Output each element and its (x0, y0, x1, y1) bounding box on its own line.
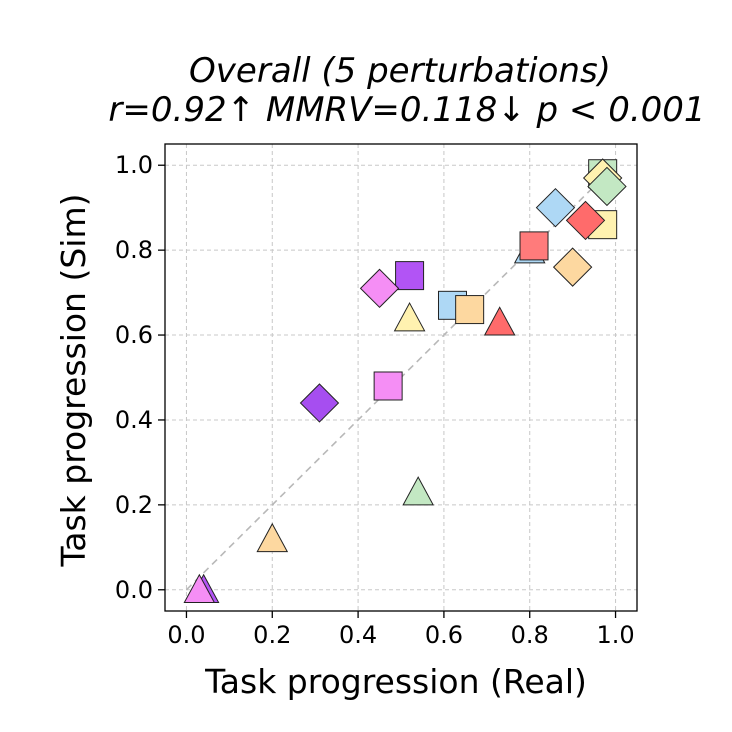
x-tick-label: 0.2 (253, 621, 291, 649)
point-diamond (535, 187, 576, 228)
point-square (519, 231, 549, 261)
chart-title-line2: r=0.92↑ MMRV=0.118↓ p < 0.001 (108, 90, 705, 130)
point-square (455, 295, 485, 325)
point-diamond (299, 383, 340, 423)
x-axis-ticks: 0.0 0.2 0.4 0.6 0.8 1.0 (167, 611, 635, 649)
point-diamond (587, 166, 627, 207)
grid-lines (165, 144, 637, 611)
y-tick-label: 0.4 (115, 406, 153, 434)
point-triangle (256, 522, 289, 553)
y-axis-label: Task progression (Sim) (54, 194, 93, 568)
y-tick-label: 0.6 (115, 321, 153, 349)
point-triangle (402, 476, 435, 506)
point-triangle (393, 302, 426, 332)
data-points (183, 158, 627, 604)
y-axis-ticks: 0.0 0.2 0.4 0.6 0.8 1.0 (115, 151, 165, 604)
point-diamond (552, 247, 593, 287)
x-tick-label: 1.0 (596, 621, 634, 649)
x-tick-label: 0.0 (167, 621, 205, 649)
x-axis-label: Task progression (Real) (204, 662, 587, 701)
point-diamond (565, 200, 606, 241)
point-square (373, 371, 403, 401)
chart-title-line1: Overall (5 perturbations) (189, 51, 611, 91)
x-tick-label: 0.4 (339, 621, 377, 649)
y-tick-label: 1.0 (115, 151, 153, 179)
x-tick-label: 0.8 (511, 621, 549, 649)
point-triangle (483, 306, 516, 336)
point-square (395, 261, 425, 291)
y-tick-label: 0.2 (115, 491, 153, 519)
plot-frame (164, 143, 638, 612)
x-tick-label: 0.6 (425, 621, 463, 649)
y-tick-label: 0.0 (115, 576, 153, 604)
point-diamond (359, 268, 400, 309)
point-triangle (183, 573, 216, 604)
y-tick-label: 0.8 (115, 236, 153, 264)
